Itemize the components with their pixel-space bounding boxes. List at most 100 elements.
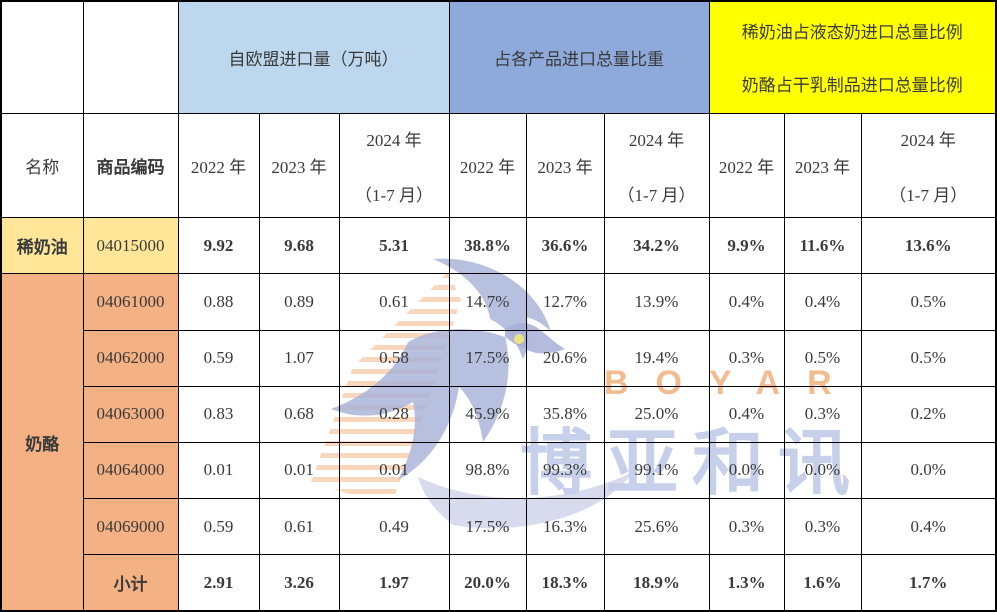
- data-cell: 0.49: [338, 498, 450, 556]
- data-cell: 0.5%: [860, 273, 997, 331]
- data-cell: 17.5%: [448, 329, 527, 387]
- data-cell: 1.7%: [860, 554, 997, 612]
- table-row-subtotal: 小计 2.91 3.26 1.97 20.0% 18.3% 18.9% 1.3%…: [1, 554, 997, 612]
- data-cell: 0.3%: [708, 329, 785, 387]
- col-header-year-2024: 2024 年 （1-7 月）: [860, 112, 997, 219]
- data-cell: 0.28: [338, 385, 450, 443]
- ratio-header-line2: 奶酪占干乳制品进口总量比例: [741, 76, 963, 96]
- ratio-header-line1: 稀奶油占液态奶进口总量比例: [741, 23, 963, 43]
- data-cell: 0.61: [338, 273, 450, 331]
- data-cell: 0.5%: [783, 329, 862, 387]
- data-cell: 0.68: [258, 385, 340, 443]
- data-cell: 0.0%: [783, 441, 862, 500]
- data-cell: 0.4%: [708, 385, 785, 443]
- data-cell: 0.4%: [708, 273, 785, 331]
- year-2024-months: （1-7 月）: [889, 185, 968, 205]
- data-cell: 9.68: [258, 217, 340, 275]
- group-header-row: 自欧盟进口量（万吨） 占各产品进口总量比重 稀奶油占液态奶进口总量比例 奶酪占干…: [0, 0, 997, 114]
- blank-cell: [0, 0, 84, 114]
- data-cell: 0.59: [177, 329, 260, 387]
- data-cell: 3.26: [258, 554, 340, 612]
- col-header-year-2023: 2023 年: [783, 112, 862, 219]
- data-cell: 0.88: [177, 273, 260, 331]
- data-cell: 9.92: [177, 217, 260, 275]
- table-row-cheese: 04069000 0.59 0.61 0.49 17.5% 16.3% 25.6…: [1, 498, 997, 556]
- year-2024-label: 2024 年: [366, 130, 422, 150]
- data-cell: 98.8%: [448, 441, 527, 500]
- data-cell: 0.0%: [708, 441, 785, 500]
- table-row-cheese: 04062000 0.59 1.07 0.58 17.5% 20.6% 19.4…: [1, 329, 997, 387]
- data-cell: 0.3%: [783, 498, 862, 556]
- data-cell: 1.3%: [708, 554, 785, 612]
- data-cell: 1.07: [258, 329, 340, 387]
- data-cell: 0.89: [258, 273, 340, 331]
- data-cell: 1.6%: [783, 554, 862, 612]
- data-cell: 13.6%: [860, 217, 997, 275]
- commodity-code-cell: 04062000: [82, 329, 179, 387]
- data-cell: 17.5%: [448, 498, 527, 556]
- data-cell: 11.6%: [783, 217, 862, 275]
- data-cell: 0.2%: [860, 385, 997, 443]
- blank-cell: [82, 0, 179, 114]
- commodity-code-cell: 04069000: [82, 498, 179, 556]
- group-header-eu-import: 自欧盟进口量（万吨）: [177, 0, 450, 114]
- col-header-year-2022: 2022 年: [177, 112, 260, 219]
- data-cell: 0.61: [258, 498, 340, 556]
- data-cell: 12.7%: [525, 273, 605, 331]
- row-label-subtotal: 小计: [82, 554, 179, 612]
- table-row-cream: 稀奶油 04015000 9.92 9.68 5.31 38.8% 36.6% …: [0, 217, 997, 275]
- data-cell: 45.9%: [448, 385, 527, 443]
- commodity-code-cell: 04015000: [82, 217, 179, 275]
- data-cell: 1.97: [338, 554, 450, 612]
- data-cell: 34.2%: [603, 217, 710, 275]
- data-cell: 99.3%: [525, 441, 605, 500]
- data-cell: 13.9%: [603, 273, 710, 331]
- year-2024-months: （1-7 月）: [355, 185, 433, 205]
- data-cell: 0.5%: [860, 329, 997, 387]
- data-cell: 36.6%: [525, 217, 605, 275]
- table-row-cheese: 04063000 0.83 0.68 0.28 45.9% 35.8% 25.0…: [1, 385, 997, 443]
- col-header-year-2023: 2023 年: [258, 112, 340, 219]
- data-cell: 19.4%: [603, 329, 710, 387]
- data-cell: 20.6%: [525, 329, 605, 387]
- year-2024-months: （1-7 月）: [617, 185, 696, 205]
- year-2024-label: 2024 年: [900, 130, 956, 150]
- col-header-year-2022: 2022 年: [708, 112, 785, 219]
- table-row-cheese: 04064000 0.01 0.01 0.01 98.8% 99.3% 99.1…: [1, 441, 997, 500]
- data-cell: 0.0%: [860, 441, 997, 500]
- data-cell: 9.9%: [708, 217, 785, 275]
- data-cell: 0.3%: [783, 385, 862, 443]
- commodity-code-cell: 04061000: [82, 273, 179, 331]
- data-cell: 16.3%: [525, 498, 605, 556]
- data-cell: 99.1%: [603, 441, 710, 500]
- data-cell: 2.91: [177, 554, 260, 612]
- data-cell: 0.01: [177, 441, 260, 500]
- data-cell: 35.8%: [525, 385, 605, 443]
- col-header-year-2022: 2022 年: [448, 112, 527, 219]
- data-cell: 14.7%: [448, 273, 527, 331]
- data-cell: 5.31: [338, 217, 450, 275]
- data-cell: 0.59: [177, 498, 260, 556]
- data-cell: 20.0%: [448, 554, 527, 612]
- row-label-cheese: 奶酪: [0, 273, 84, 612]
- data-cell: 0.01: [338, 441, 450, 500]
- data-cell: 18.9%: [603, 554, 710, 612]
- group-header-cream-cheese-ratio: 稀奶油占液态奶进口总量比例 奶酪占干乳制品进口总量比例: [708, 0, 997, 114]
- row-label-cream: 稀奶油: [0, 217, 84, 275]
- column-header-row: 名称 商品编码 2022 年 2023 年 2024 年 （1-7 月） 202…: [0, 112, 997, 219]
- data-cell: 0.3%: [708, 498, 785, 556]
- data-cell: 25.6%: [603, 498, 710, 556]
- year-2024-label: 2024 年: [628, 130, 685, 150]
- data-cell: 18.3%: [525, 554, 605, 612]
- data-cell: 0.01: [258, 441, 340, 500]
- col-header-year-2024: 2024 年 （1-7 月）: [338, 112, 450, 219]
- data-cell: 0.4%: [783, 273, 862, 331]
- col-header-code: 商品编码: [82, 112, 179, 219]
- commodity-code-cell: 04063000: [82, 385, 179, 443]
- data-cell: 0.4%: [860, 498, 997, 556]
- data-cell: 25.0%: [603, 385, 710, 443]
- col-header-name: 名称: [0, 112, 84, 219]
- commodity-code-cell: 04064000: [82, 441, 179, 500]
